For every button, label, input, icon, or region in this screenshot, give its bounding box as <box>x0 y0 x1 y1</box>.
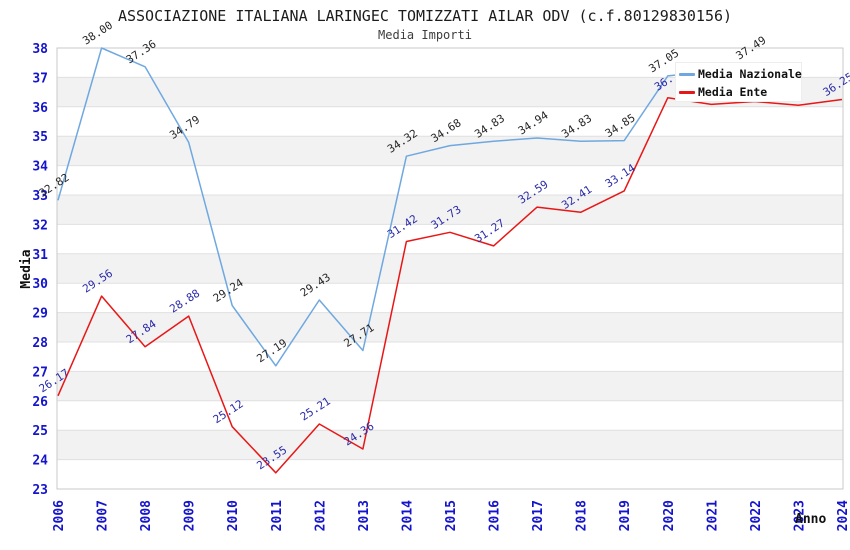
plot-band <box>57 459 843 489</box>
y-tick-label: 37 <box>32 71 48 86</box>
x-tick-label: 2006 <box>52 500 67 531</box>
x-tick-label: 2022 <box>749 500 764 531</box>
plot-border <box>56 47 844 490</box>
series-line <box>57 96 843 474</box>
y-tick-label: 30 <box>32 277 48 292</box>
x-tick-label: 2010 <box>226 500 241 531</box>
y-tick-label: 33 <box>32 189 48 204</box>
plot-band <box>57 195 843 225</box>
legend-marker-media-nazionale-icon <box>679 72 695 76</box>
x-tick-label: 2017 <box>531 500 546 531</box>
point-label: 38.00 <box>80 19 115 48</box>
y-tick-label: 24 <box>32 454 48 469</box>
x-tick-label: 2011 <box>270 500 285 531</box>
y-tick-label: 29 <box>32 307 48 322</box>
x-tick-label: 2024 <box>836 500 850 531</box>
legend-label-media-nazionale: Media Nazionale <box>698 67 802 81</box>
x-tick-label: 2018 <box>575 500 590 531</box>
plot-band <box>57 165 843 195</box>
x-tick-label: 2014 <box>400 500 415 531</box>
y-tick-label: 32 <box>32 218 48 233</box>
y-tick-label: 23 <box>32 483 48 498</box>
legend-marker-media-ente-icon <box>679 90 695 94</box>
plot-band <box>57 371 843 401</box>
y-tick-label: 28 <box>32 336 48 351</box>
plot-band <box>57 283 843 313</box>
y-tick-label: 31 <box>32 248 48 263</box>
legend-label-media-ente: Media Ente <box>698 85 768 99</box>
plot-band <box>57 253 843 284</box>
x-tick-label: 2023 <box>792 500 807 531</box>
chart-title: ASSOCIAZIONE ITALIANA LARINGEC TOMIZZATI… <box>117 7 733 25</box>
x-tick-label: 2019 <box>618 500 633 531</box>
y-tick-label: 27 <box>32 365 48 380</box>
chart-subtitle: Media Importi <box>378 28 472 42</box>
plot-band <box>57 430 843 460</box>
legend-item-media-ente: Media Ente <box>679 84 801 100</box>
x-tick-label: 2015 <box>444 500 459 531</box>
y-tick-label: 25 <box>32 424 48 439</box>
x-tick-label: 2008 <box>139 500 154 531</box>
x-tick-label: 2020 <box>662 500 677 531</box>
x-tick-label: 2013 <box>357 500 372 531</box>
legend: Media Nazionale Media Ente <box>675 62 802 102</box>
x-tick-label: 2009 <box>183 500 198 531</box>
x-axis-title: Anno <box>795 512 826 527</box>
y-tick-label: 38 <box>32 42 48 57</box>
legend-item-media-nazionale: Media Nazionale <box>679 66 802 82</box>
x-tick-label: 2012 <box>313 500 328 531</box>
y-axis-title: Media <box>19 249 34 288</box>
x-tick-label: 2021 <box>705 500 720 531</box>
plot-band <box>57 400 843 431</box>
series-line <box>57 47 756 367</box>
x-tick-label: 2007 <box>96 500 111 531</box>
x-tick-label: 2016 <box>488 500 503 531</box>
y-tick-label: 35 <box>32 130 48 145</box>
plot-band <box>57 106 843 137</box>
plot-band <box>57 224 843 254</box>
plot-band <box>57 312 843 342</box>
y-tick-label: 36 <box>32 101 48 116</box>
y-tick-label: 26 <box>32 395 48 410</box>
plot-band <box>57 342 843 372</box>
y-tick-label: 34 <box>32 160 48 175</box>
